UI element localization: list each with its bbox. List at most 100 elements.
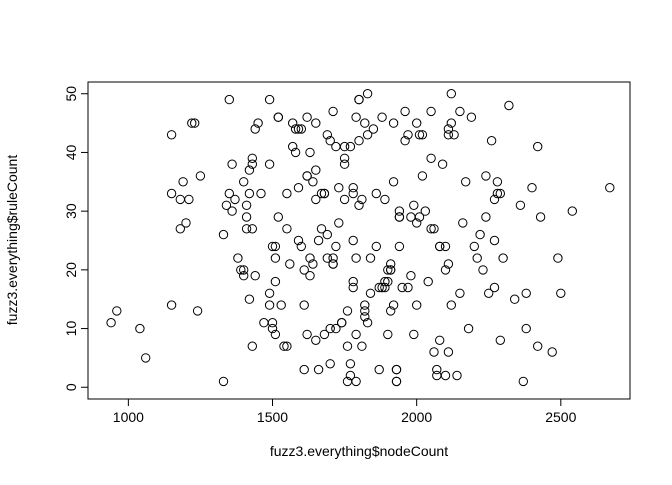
data-point <box>339 141 350 152</box>
data-point <box>481 171 491 181</box>
data-point <box>290 147 301 158</box>
data-point <box>374 282 384 293</box>
data-point <box>247 159 258 169</box>
x-tick-label: 1500 <box>257 409 288 425</box>
data-point <box>276 300 286 310</box>
data-point <box>556 288 566 298</box>
data-point <box>264 159 275 169</box>
data-point <box>241 224 252 234</box>
data-point <box>394 241 405 252</box>
data-point <box>106 318 116 328</box>
data-point <box>486 136 497 146</box>
data-point <box>337 318 347 328</box>
data-point <box>417 171 428 181</box>
data-point <box>455 106 465 117</box>
x-tick-label: 2500 <box>545 409 576 425</box>
data-point <box>328 253 338 263</box>
data-point <box>293 124 304 134</box>
data-point <box>412 118 422 128</box>
data-point <box>429 347 439 357</box>
data-point <box>184 194 194 205</box>
data-point <box>435 241 445 252</box>
data-point <box>360 306 370 316</box>
data-point <box>409 200 419 211</box>
data-point <box>290 124 301 134</box>
data-point <box>267 323 278 334</box>
data-point <box>296 124 306 134</box>
data-point <box>362 130 373 140</box>
data-point <box>311 165 321 175</box>
data-point <box>264 94 275 105</box>
data-point <box>388 300 399 310</box>
data-point <box>371 188 381 199</box>
data-point <box>302 112 312 122</box>
data-point <box>305 271 315 281</box>
data-point <box>498 253 508 263</box>
data-point <box>567 206 577 216</box>
data-point <box>331 241 341 252</box>
data-point <box>328 259 338 269</box>
data-point <box>351 112 361 122</box>
data-point <box>368 124 379 134</box>
data-point <box>325 136 335 146</box>
data-point <box>449 130 459 140</box>
data-point <box>187 118 197 128</box>
data-point <box>380 282 390 293</box>
data-point <box>328 106 338 117</box>
data-point <box>166 130 177 140</box>
data-point <box>443 130 454 140</box>
data-point <box>553 253 563 263</box>
data-point <box>190 118 200 128</box>
data-point <box>360 312 370 322</box>
data-point <box>239 265 249 275</box>
data-point <box>345 359 356 369</box>
data-point <box>360 300 370 310</box>
data-point <box>348 235 358 246</box>
data-point <box>432 364 442 375</box>
data-point <box>175 194 186 205</box>
y-tick-label: 10 <box>63 321 79 337</box>
data-point <box>241 212 252 222</box>
data-point <box>218 229 229 240</box>
data-point <box>250 271 260 281</box>
data-point <box>311 118 321 128</box>
data-point <box>241 200 252 211</box>
data-point <box>435 335 445 345</box>
data-point <box>311 335 321 345</box>
data-point <box>322 253 332 263</box>
data-point <box>305 147 315 158</box>
data-point <box>443 259 454 269</box>
data-point <box>293 183 304 193</box>
data-point <box>446 118 456 128</box>
data-point <box>334 218 344 228</box>
data-point <box>383 276 393 287</box>
data-point <box>440 370 451 381</box>
data-point <box>348 276 358 287</box>
data-point <box>458 218 468 228</box>
data-point <box>440 265 451 275</box>
data-point <box>331 141 341 152</box>
data-point <box>446 89 456 99</box>
data-point <box>383 329 393 340</box>
data-point <box>313 235 324 246</box>
data-point <box>423 276 433 287</box>
data-point <box>386 306 396 316</box>
data-point <box>377 282 387 293</box>
data-point <box>325 323 335 334</box>
data-point <box>354 94 364 105</box>
data-point <box>495 335 505 345</box>
data-point <box>495 188 505 199</box>
data-point <box>244 165 255 175</box>
x-tick-label: 2000 <box>401 409 432 425</box>
data-point <box>256 188 266 199</box>
data-point <box>282 188 292 199</box>
data-point <box>443 347 454 357</box>
data-point <box>178 177 188 187</box>
data-point <box>400 136 410 146</box>
data-point <box>135 323 145 334</box>
data-point <box>463 323 474 334</box>
data-point <box>233 253 243 263</box>
data-point <box>345 141 356 152</box>
data-point <box>250 124 260 134</box>
